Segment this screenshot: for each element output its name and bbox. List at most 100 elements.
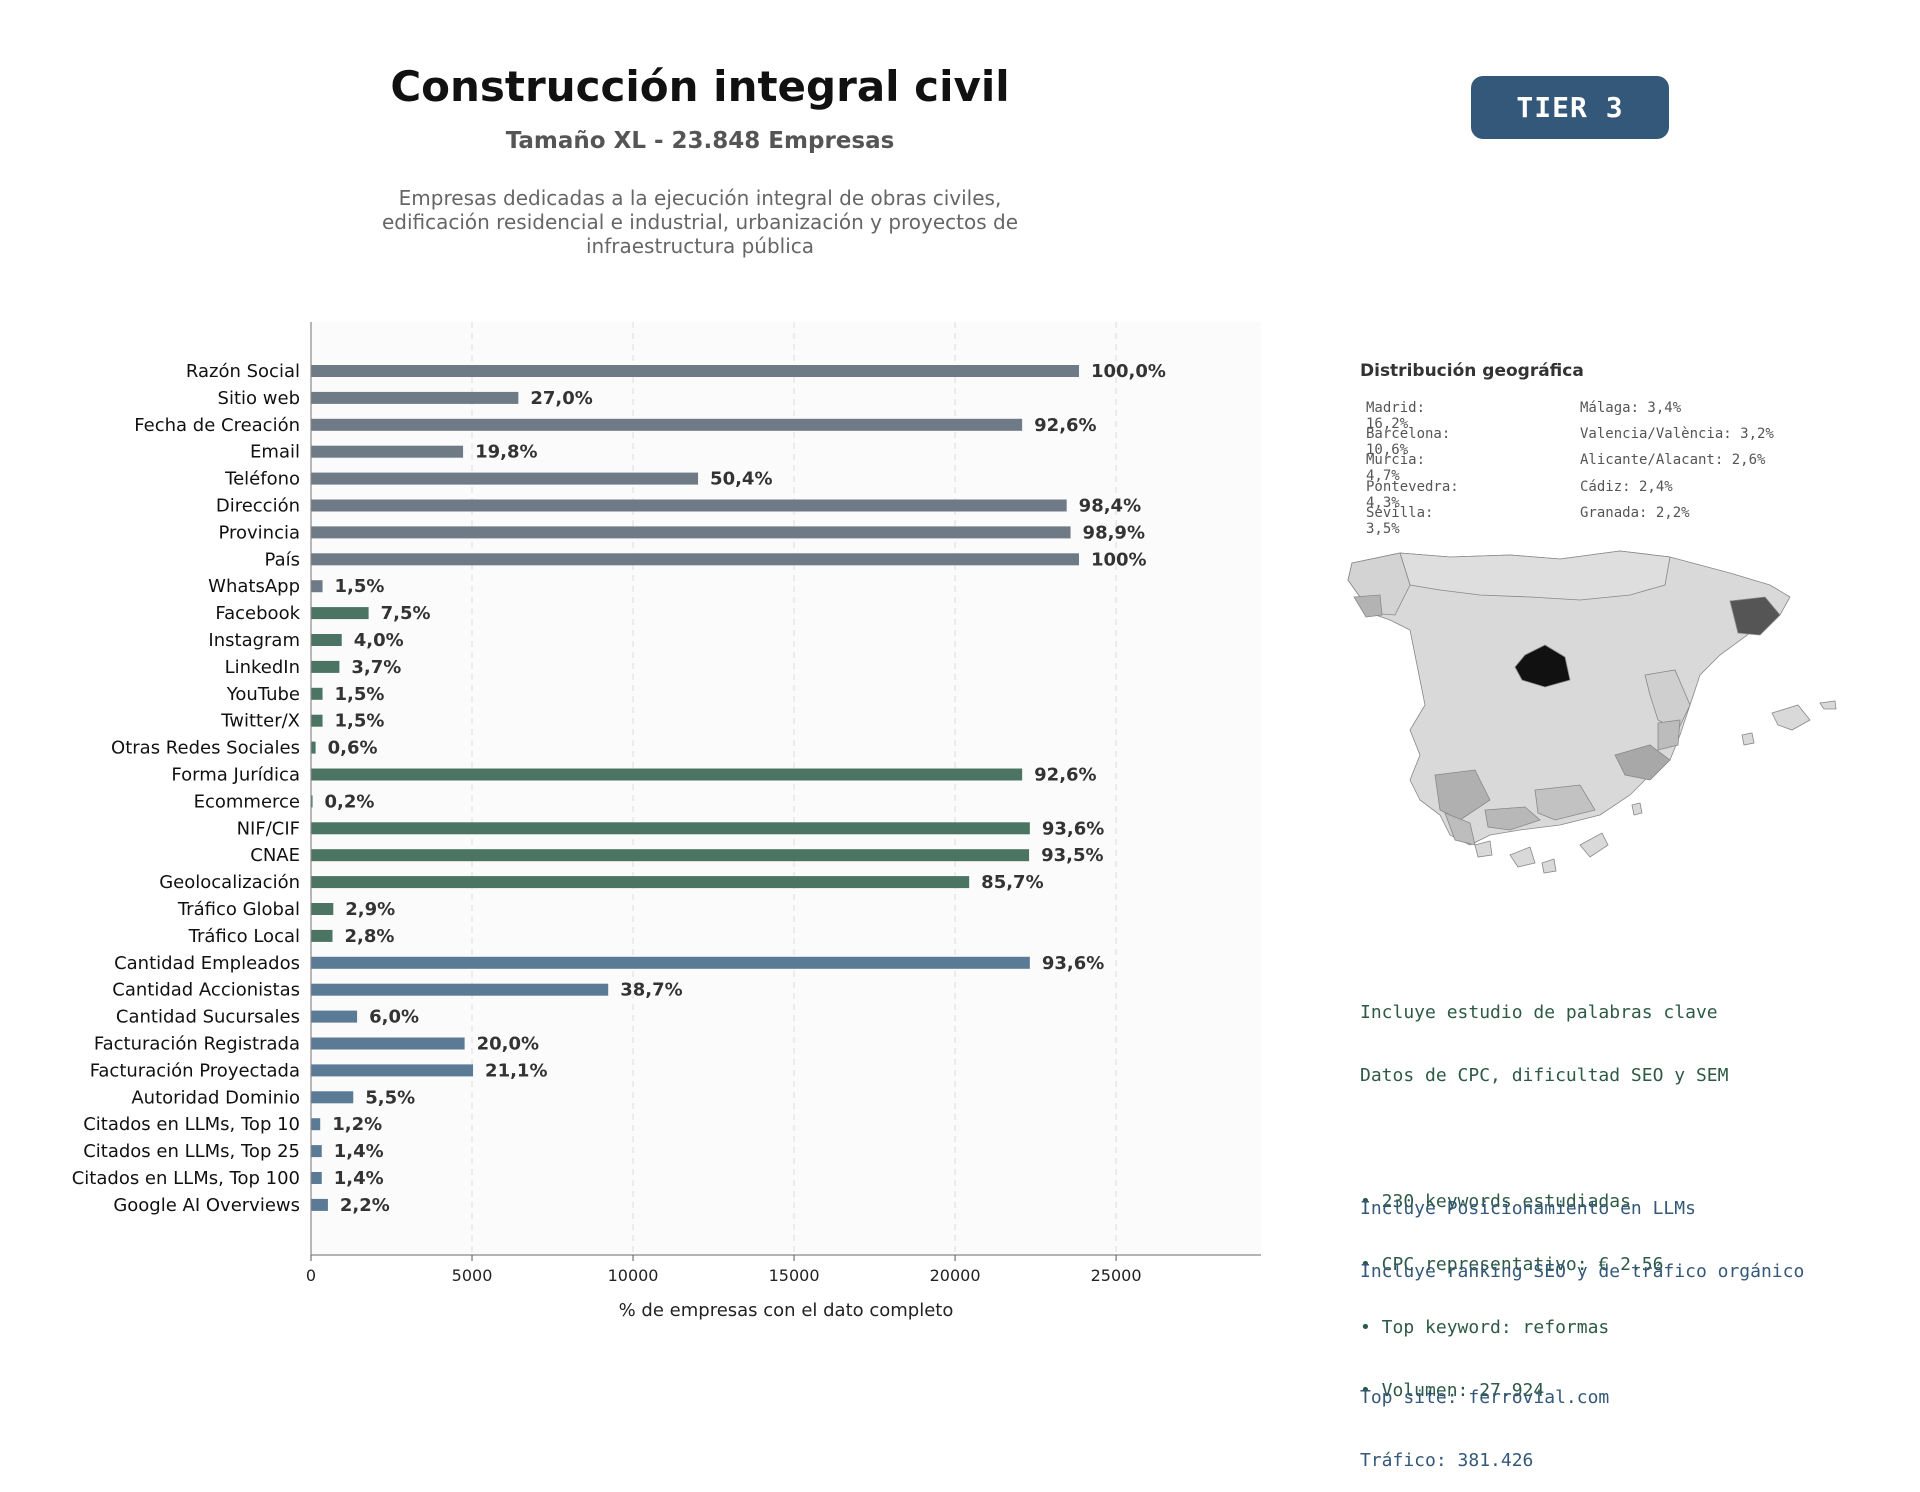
value-label: 93,6%: [1042, 818, 1104, 839]
category-label: Fecha de Creación: [134, 415, 300, 436]
map-region-north: [1399, 550, 1671, 601]
seo-info: Incluye estudio de palabras clave Datos …: [1360, 960, 1728, 1422]
category-label: Sitio web: [218, 388, 300, 409]
llm-line: [1360, 1324, 1804, 1345]
value-label: 5,5%: [365, 1087, 415, 1108]
geo-item: Valencia/València: 3,2%: [1580, 426, 1774, 442]
map-region-balearic-menorca: [1819, 700, 1837, 710]
spain-map: [1347, 550, 1837, 874]
value-label: 93,5%: [1041, 845, 1103, 866]
value-labels: 100,0% 27,0% 92,6% 19,8% 50,4% 98,4% 98,9% 100%…: [325, 361, 1166, 1216]
category-label: NIF/CIF: [237, 818, 300, 839]
llm-line: Incluye Posicionamiento en LLMs: [1360, 1198, 1696, 1219]
bars: [311, 365, 1079, 1211]
value-label: 21,1%: [485, 1060, 547, 1081]
value-label: 1,4%: [334, 1168, 384, 1189]
bar: [311, 795, 313, 808]
category-label: Razón Social: [186, 361, 300, 382]
map-region-murcia: [1614, 744, 1671, 781]
category-label: Citados en LLMs, Top 10: [83, 1114, 300, 1135]
bar: [311, 714, 323, 727]
value-label: 38,7%: [620, 980, 682, 1001]
value-label: 20,0%: [477, 1034, 539, 1055]
category-label: Facebook: [215, 603, 300, 624]
value-label: 98,9%: [1083, 522, 1145, 543]
category-label: Tráfico Global: [177, 899, 300, 920]
category-labels: Razón Social Sitio web Fecha de Creación Em…: [72, 361, 301, 1216]
geo-item: Madrid: 16,2%: [1366, 400, 1426, 432]
value-label: 1,5%: [335, 576, 385, 597]
bar: [311, 526, 1071, 539]
value-label: 2,2%: [340, 1195, 390, 1216]
geo-title: Distribución geográfica: [1360, 361, 1584, 381]
bar: [311, 1145, 322, 1158]
category-label: País: [265, 549, 300, 570]
x-tick-label: 0: [306, 1266, 316, 1285]
x-ticks: 0 5000 10000 15000 20000 25000: [306, 1255, 1142, 1285]
value-label: 2,8%: [345, 926, 395, 947]
bar: [311, 472, 699, 485]
category-label: Geolocalización: [159, 872, 300, 893]
bar: [311, 553, 1079, 566]
category-label: WhatsApp: [208, 576, 300, 597]
value-label: 7,5%: [381, 603, 431, 624]
geo-item: Alicante/Alacant: 2,6%: [1580, 452, 1766, 468]
seo-line: Datos de CPC, dificultad SEO y SEM: [1360, 1065, 1729, 1086]
bar: [311, 607, 369, 620]
map-region-balearic-ibiza: [1741, 732, 1755, 746]
map-region-granada: [1534, 784, 1596, 821]
map-region-madrid: [1514, 644, 1571, 688]
category-label: Instagram: [208, 630, 300, 651]
seo-line: • 230 keywords estudiadas: [1360, 1191, 1631, 1212]
llm-line: Top site: ferrovial.com: [1360, 1387, 1610, 1408]
map-region-pontevedra: [1353, 594, 1383, 618]
map-region-canary-3: [1541, 858, 1557, 874]
value-label: 6,0%: [369, 1007, 419, 1028]
seo-line: [1360, 1128, 1728, 1149]
value-label: 19,8%: [475, 442, 537, 463]
value-label: 98,4%: [1079, 496, 1141, 517]
category-label: Dirección: [216, 496, 300, 517]
category-label: Forma Jurídica: [171, 765, 300, 786]
value-label: 92,6%: [1034, 415, 1096, 436]
map-region-canary-5: [1631, 802, 1643, 816]
map-region-mainland: [1347, 550, 1791, 846]
bar: [311, 1172, 322, 1184]
category-label: Provincia: [218, 522, 300, 543]
bar: [311, 983, 609, 996]
bar: [311, 634, 342, 646]
bar: [311, 768, 1023, 781]
map-region-alicante: [1657, 719, 1681, 751]
bar: [311, 956, 1030, 969]
bar: [311, 1118, 321, 1131]
category-label: LinkedIn: [225, 657, 300, 678]
bar: [311, 1198, 328, 1211]
category-label: Citados en LLMs, Top 25: [83, 1141, 300, 1162]
map-region-canary-4: [1579, 832, 1609, 858]
x-tick-label: 20000: [930, 1266, 981, 1285]
category-label: CNAE: [250, 845, 300, 866]
bar: [311, 365, 1079, 377]
value-label: 1,5%: [335, 711, 385, 732]
bar: [311, 1010, 358, 1023]
value-label: 100,0%: [1091, 361, 1166, 382]
category-label: Twitter/X: [220, 711, 300, 732]
value-label: 1,5%: [335, 684, 385, 705]
page-title: Construcción integral civil: [390, 62, 1010, 111]
bar: [311, 903, 334, 915]
bar: [311, 418, 1023, 431]
geo-item: Pontevedra: 4,3%: [1366, 479, 1459, 511]
map-region-canary-2: [1509, 846, 1536, 868]
bar: [311, 929, 333, 942]
category-label: Facturación Proyectada: [90, 1060, 300, 1081]
bar: [311, 445, 464, 458]
bar: [311, 741, 316, 754]
value-label: 100%: [1091, 549, 1147, 570]
category-label: Citados en LLMs, Top 100: [72, 1168, 300, 1189]
bar: [311, 687, 323, 700]
category-label: Ecommerce: [194, 791, 300, 812]
value-label: 4,0%: [354, 630, 404, 651]
x-tick-label: 10000: [608, 1266, 659, 1285]
bar: [311, 499, 1067, 512]
bar: [311, 1037, 465, 1050]
